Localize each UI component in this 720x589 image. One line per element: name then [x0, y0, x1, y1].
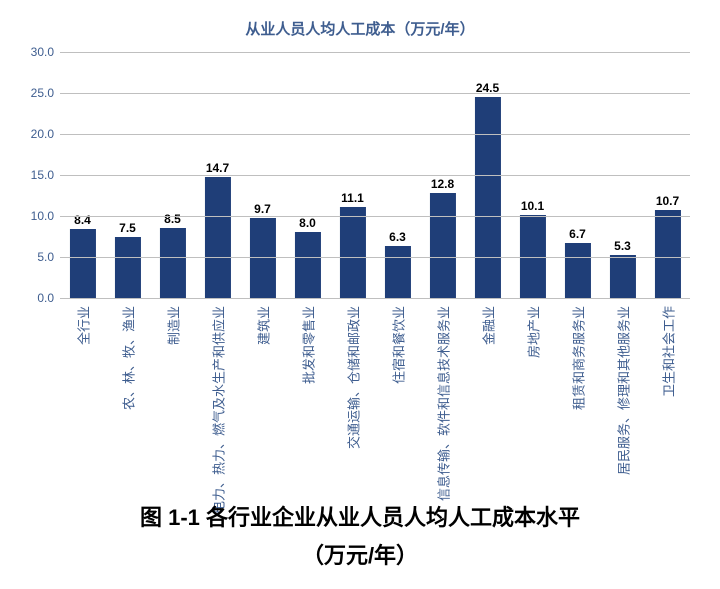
bar: 10.7: [654, 210, 680, 298]
gridline: [60, 52, 690, 53]
bar: 6.3: [384, 246, 410, 298]
bar-value-label: 6.3: [389, 230, 406, 244]
x-tick-label: 信息传输、软件和信息技术服务业: [433, 306, 452, 501]
bar-value-label: 7.5: [119, 221, 136, 235]
y-tick-label: 10.0: [14, 209, 54, 223]
bar-value-label: 14.7: [206, 161, 229, 175]
figure-caption-line2: （万元/年）: [0, 538, 720, 570]
gridline: [60, 134, 690, 135]
x-tick-label: 居民服务、修理和其他服务业: [613, 306, 632, 475]
bar: 8.0: [294, 232, 320, 298]
bar: 14.7: [204, 177, 230, 298]
x-tick-label: 租赁和商务服务业: [568, 306, 587, 410]
bar-value-label: 10.1: [521, 199, 544, 213]
bar: 9.7: [249, 218, 275, 298]
bar-value-label: 5.3: [614, 239, 631, 253]
x-tick-label: 住宿和餐饮业: [388, 306, 407, 384]
bar-value-label: 9.7: [254, 202, 271, 216]
bar: 6.7: [564, 243, 590, 298]
bar: 8.5: [159, 228, 185, 298]
x-tick-label: 全行业: [73, 306, 92, 345]
x-tick-label: 建筑业: [253, 306, 272, 345]
bar-value-label: 10.7: [656, 194, 679, 208]
x-tick-label: 制造业: [163, 306, 182, 345]
chart-title: 从业人员人均人工成本（万元/年）: [0, 18, 720, 39]
plot-area: 8.4 7.5 8.5 14.7 9.7 8.0 11.1 6.3 12.8 24.5 10.1 6.…: [60, 52, 690, 298]
bar: 12.8: [429, 193, 455, 298]
y-tick-label: 25.0: [14, 86, 54, 100]
x-tick-label: 金融业: [478, 306, 497, 345]
gridline: [60, 175, 690, 176]
gridline: [60, 93, 690, 94]
x-tick-label: 交通运输、仓储和邮政业: [343, 306, 362, 449]
figure-caption-line1: 图 1-1 各行业企业从业人员人均人工成本水平: [0, 500, 720, 532]
bar-value-label: 6.7: [569, 227, 586, 241]
bar: 8.4: [69, 229, 95, 298]
bar: 5.3: [609, 255, 635, 298]
bar-value-label: 8.0: [299, 216, 316, 230]
y-tick-label: 15.0: [14, 168, 54, 182]
bar-value-label: 8.5: [164, 212, 181, 226]
x-tick-label: 批发和零售业: [298, 306, 317, 384]
bar: 7.5: [114, 237, 140, 299]
x-tick-label: 电力、热力、燃气及水生产和供应业: [208, 306, 227, 514]
y-tick-label: 30.0: [14, 45, 54, 59]
chart-container: 从业人员人均人工成本（万元/年） 8.4 7.5 8.5 14.7 9.7 8.0 11.1…: [0, 0, 720, 589]
y-tick-label: 20.0: [14, 127, 54, 141]
y-tick-label: 0.0: [14, 291, 54, 305]
x-tick-label: 房地产业: [523, 306, 542, 358]
x-tick-label: 卫生和社会工作: [658, 306, 677, 397]
x-tick-label: 农、林、牧、渔业: [118, 306, 137, 410]
y-tick-label: 5.0: [14, 250, 54, 264]
bar-value-label: 12.8: [431, 177, 454, 191]
gridline: [60, 216, 690, 217]
gridline: [60, 257, 690, 258]
x-axis-labels: 全行业农、林、牧、渔业制造业电力、热力、燃气及水生产和供应业建筑业批发和零售业交…: [60, 298, 690, 478]
bar: 11.1: [339, 207, 365, 298]
bar-value-label: 11.1: [341, 191, 364, 205]
bar: 24.5: [474, 97, 500, 298]
